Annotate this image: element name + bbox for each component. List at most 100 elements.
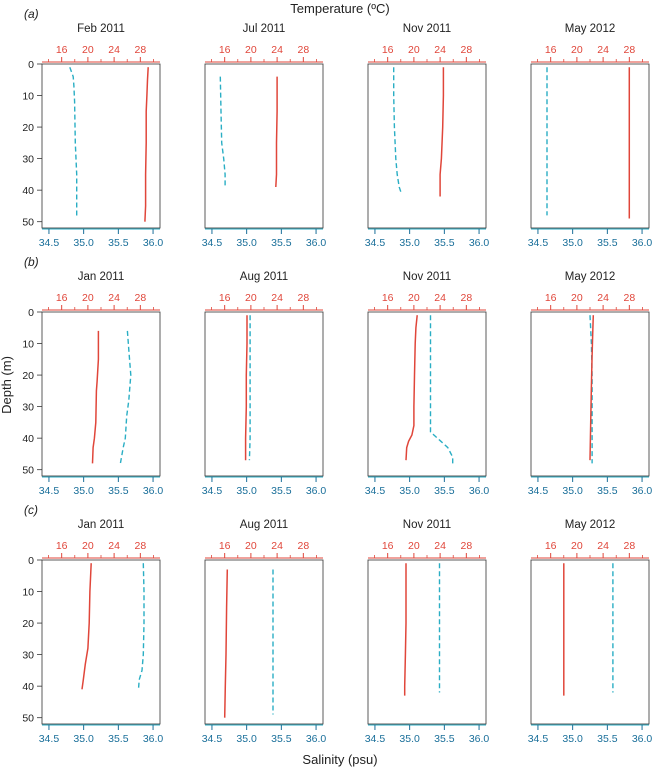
salinity-tick-label: 34.5 bbox=[365, 733, 386, 745]
temperature-tick-label: 28 bbox=[297, 292, 309, 304]
salinity-tick-label: 34.5 bbox=[528, 733, 549, 745]
panel-1-4: May 2012 16 20 24 28 34.5 35.0 35.5 36.0 bbox=[528, 23, 653, 249]
salinity-tick-label: 34.5 bbox=[39, 237, 60, 249]
temperature-tick-label: 28 bbox=[623, 44, 635, 56]
temperature-profile-line bbox=[244, 315, 248, 461]
temperature-profile-line bbox=[405, 315, 418, 461]
row-label: (b) bbox=[24, 255, 39, 269]
salinity-tick-label: 36.0 bbox=[632, 237, 653, 249]
temperature-tick-label: 16 bbox=[382, 540, 394, 552]
salinity-tick-label: 35.0 bbox=[73, 485, 94, 497]
temperature-tick-label: 20 bbox=[245, 292, 257, 304]
salinity-tick-label: 36.0 bbox=[143, 733, 164, 745]
salinity-tick-label: 35.0 bbox=[399, 733, 420, 745]
panel-title: Nov 2011 bbox=[403, 271, 451, 283]
salinity-tick-label: 34.5 bbox=[365, 237, 386, 249]
salinity-tick-label: 36.0 bbox=[469, 485, 490, 497]
depth-tick-label: 0 bbox=[28, 307, 34, 319]
temperature-profile-line bbox=[223, 569, 229, 718]
temperature-tick-label: 24 bbox=[271, 292, 283, 304]
temperature-tick-label: 24 bbox=[434, 292, 446, 304]
panel-frame bbox=[41, 559, 161, 725]
temperature-tick-label: 28 bbox=[623, 292, 635, 304]
salinity-tick-label: 35.0 bbox=[399, 237, 420, 249]
panel-title: May 2012 bbox=[565, 519, 616, 531]
salinity-tick-label: 35.0 bbox=[562, 485, 583, 497]
temperature-axis-title: Temperature (ºC) bbox=[290, 1, 389, 16]
salinity-profile-line bbox=[69, 66, 78, 219]
depth-axis-title: Depth (m) bbox=[0, 356, 14, 414]
temperature-tick-label: 28 bbox=[460, 44, 472, 56]
temperature-tick-label: 20 bbox=[82, 540, 94, 552]
depth-tick-label: 20 bbox=[22, 122, 34, 134]
temperature-tick-label: 28 bbox=[460, 292, 472, 304]
panel-3-2: Aug 2011 16 20 24 28 34.5 35.0 35.5 36.0 bbox=[202, 519, 327, 745]
temperature-tick-label: 20 bbox=[571, 44, 583, 56]
salinity-tick-label: 35.5 bbox=[271, 485, 292, 497]
temperature-tick-label: 20 bbox=[82, 44, 94, 56]
temperature-tick-label: 24 bbox=[108, 44, 120, 56]
salinity-tick-label: 35.5 bbox=[434, 485, 455, 497]
temperature-profile-line bbox=[144, 67, 149, 222]
depth-tick-label: 30 bbox=[22, 154, 34, 166]
salinity-tick-label: 34.5 bbox=[202, 237, 223, 249]
depth-tick-label: 40 bbox=[22, 433, 34, 445]
panel-3-4: May 2012 16 20 24 28 34.5 35.0 35.5 36.0 bbox=[528, 519, 653, 745]
panel-1-1: Feb 2011 16 20 24 28 34.5 35.0 35.5 36.0 0 10 20 30 4… bbox=[22, 7, 163, 249]
salinity-tick-label: 35.0 bbox=[562, 733, 583, 745]
salinity-profile-line bbox=[119, 330, 132, 464]
salinity-tick-label: 34.5 bbox=[39, 485, 60, 497]
panel-frame bbox=[530, 63, 650, 229]
salinity-tick-label: 34.5 bbox=[528, 237, 549, 249]
panel-frame bbox=[204, 63, 324, 229]
panel-title: Jan 2011 bbox=[78, 519, 124, 531]
temperature-tick-label: 24 bbox=[434, 44, 446, 56]
salinity-tick-label: 36.0 bbox=[632, 733, 653, 745]
salinity-tick-label: 35.0 bbox=[236, 485, 257, 497]
panel-title: Jan 2011 bbox=[78, 271, 124, 283]
depth-tick-label: 50 bbox=[22, 465, 34, 477]
salinity-tick-label: 35.5 bbox=[271, 237, 292, 249]
salinity-tick-label: 34.5 bbox=[202, 485, 223, 497]
panel-title: Nov 2011 bbox=[403, 23, 451, 35]
panel-2-4: May 2012 16 20 24 28 34.5 35.0 35.5 36.0 bbox=[528, 271, 653, 497]
temperature-profile-line bbox=[275, 76, 278, 188]
salinity-tick-label: 35.5 bbox=[597, 237, 618, 249]
salinity-tick-label: 36.0 bbox=[632, 485, 653, 497]
temperature-tick-label: 20 bbox=[245, 44, 257, 56]
panel-2-3: Nov 2011 16 20 24 28 34.5 35.0 35.5 36.0 bbox=[365, 271, 490, 497]
depth-tick-label: 0 bbox=[28, 555, 34, 567]
depth-tick-label: 10 bbox=[22, 91, 34, 103]
panel-frame bbox=[204, 311, 324, 477]
salinity-tick-label: 35.5 bbox=[597, 485, 618, 497]
depth-tick-label: 30 bbox=[22, 650, 34, 662]
temperature-tick-label: 24 bbox=[108, 540, 120, 552]
temperature-tick-label: 20 bbox=[571, 540, 583, 552]
temperature-tick-label: 24 bbox=[271, 44, 283, 56]
panel-frame bbox=[367, 63, 487, 229]
panel-frame bbox=[530, 559, 650, 725]
temperature-tick-label: 16 bbox=[219, 540, 231, 552]
panel-title: Feb 2011 bbox=[77, 23, 125, 35]
panel-3-3: Nov 2011 16 20 24 28 34.5 35.0 35.5 36.0 bbox=[365, 519, 490, 745]
salinity-tick-label: 35.0 bbox=[399, 485, 420, 497]
salinity-profile-line bbox=[589, 315, 593, 464]
salinity-tick-label: 35.0 bbox=[73, 237, 94, 249]
temperature-profile-line bbox=[403, 563, 407, 696]
temperature-tick-label: 24 bbox=[597, 540, 609, 552]
salinity-tick-label: 36.0 bbox=[469, 237, 490, 249]
panel-frame bbox=[204, 559, 324, 725]
depth-tick-label: 50 bbox=[22, 713, 34, 725]
panel-frame bbox=[530, 311, 650, 477]
salinity-tick-label: 36.0 bbox=[143, 485, 164, 497]
temperature-tick-label: 16 bbox=[545, 540, 557, 552]
salinity-tick-label: 34.5 bbox=[528, 485, 549, 497]
salinity-tick-label: 35.5 bbox=[108, 733, 129, 745]
salinity-tick-label: 36.0 bbox=[306, 485, 327, 497]
panel-title: Aug 2011 bbox=[240, 519, 288, 531]
panel-title: May 2012 bbox=[565, 271, 616, 283]
salinity-tick-label: 35.5 bbox=[271, 733, 292, 745]
salinity-tick-label: 35.5 bbox=[434, 733, 455, 745]
salinity-profile-line bbox=[219, 76, 226, 187]
